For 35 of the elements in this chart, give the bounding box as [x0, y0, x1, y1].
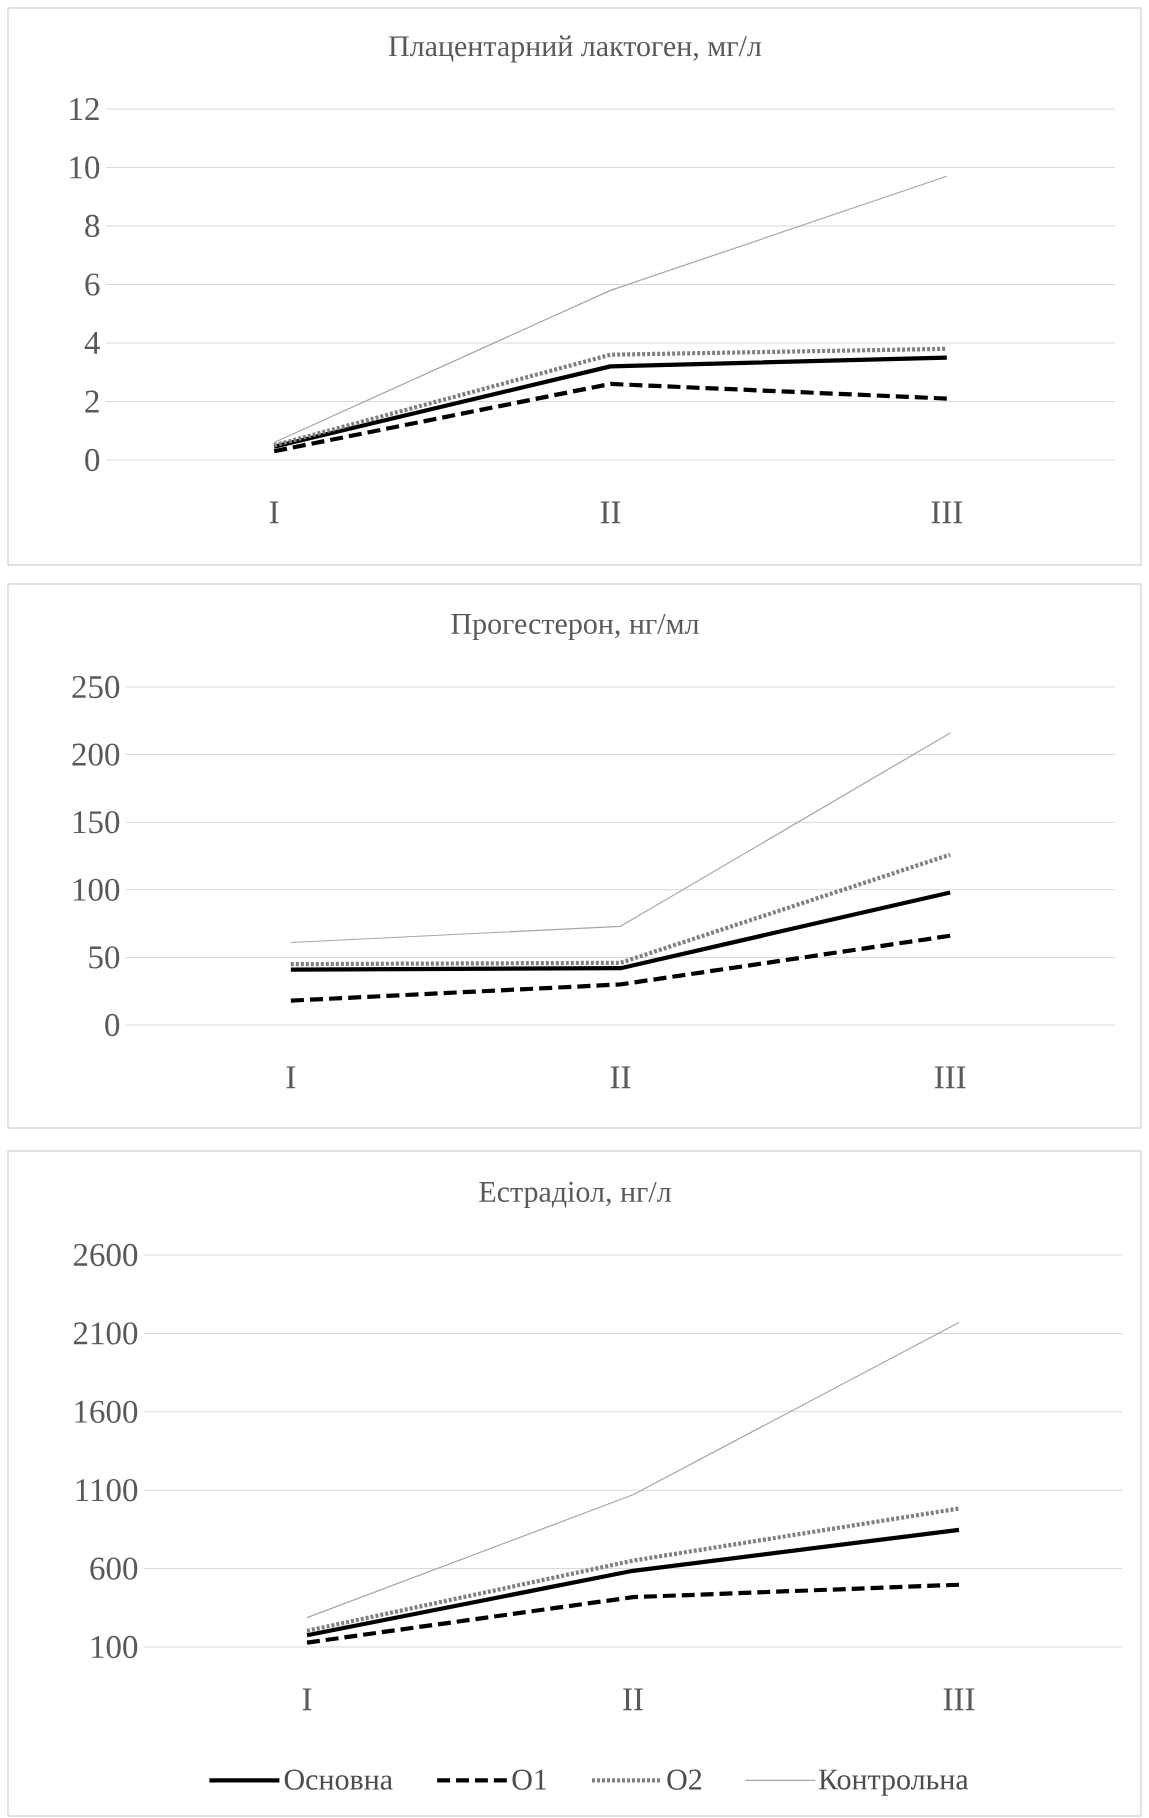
legend-label: О2: [667, 1769, 702, 1790]
x-tick-label: II: [623, 1688, 643, 1711]
legend-label: Контрольна: [818, 1769, 969, 1796]
legend-label: Основна: [284, 1769, 393, 1790]
x-tick-label: III: [943, 1688, 975, 1711]
y-tick-label: 2600: [73, 1243, 138, 1267]
y-tick-label: 150: [73, 811, 120, 834]
y-tick-label: 2100: [73, 1322, 138, 1345]
y-tick-label: 600: [90, 1557, 138, 1580]
y-tick-label: 12: [70, 98, 99, 120]
y-tick-label: 4: [84, 332, 100, 354]
chart-title: Естрадіол, нг/л: [479, 1181, 671, 1209]
x-tick-label: II: [610, 1066, 631, 1089]
x-tick-label: I: [269, 501, 279, 524]
y-tick-label: 50: [89, 946, 120, 969]
legend-label: О1: [512, 1769, 547, 1790]
chart-title: Плацентарний лактоген, мг/л: [388, 35, 762, 63]
y-tick-label: 100: [73, 878, 120, 901]
y-tick-label: 0: [85, 448, 100, 472]
y-tick-label: 6: [85, 273, 100, 296]
y-tick-label: 8: [85, 214, 100, 238]
x-tick-label: I: [302, 1688, 312, 1711]
x-tick-label: III: [931, 501, 963, 524]
y-tick-label: 2: [85, 390, 99, 413]
y-tick-label: 200: [72, 743, 120, 766]
x-tick-label: II: [600, 501, 621, 524]
y-tick-label: 0: [105, 1013, 120, 1037]
x-tick-label: III: [934, 1066, 966, 1089]
x-tick-label: I: [286, 1066, 296, 1089]
y-tick-label: 1600: [75, 1400, 138, 1423]
y-tick-label: 10: [70, 156, 100, 179]
y-tick-label: 1100: [76, 1479, 138, 1502]
y-tick-label: 100: [91, 1635, 138, 1659]
chart-title: Прогестерон, нг/мл: [451, 613, 699, 641]
y-tick-label: 250: [72, 675, 120, 699]
